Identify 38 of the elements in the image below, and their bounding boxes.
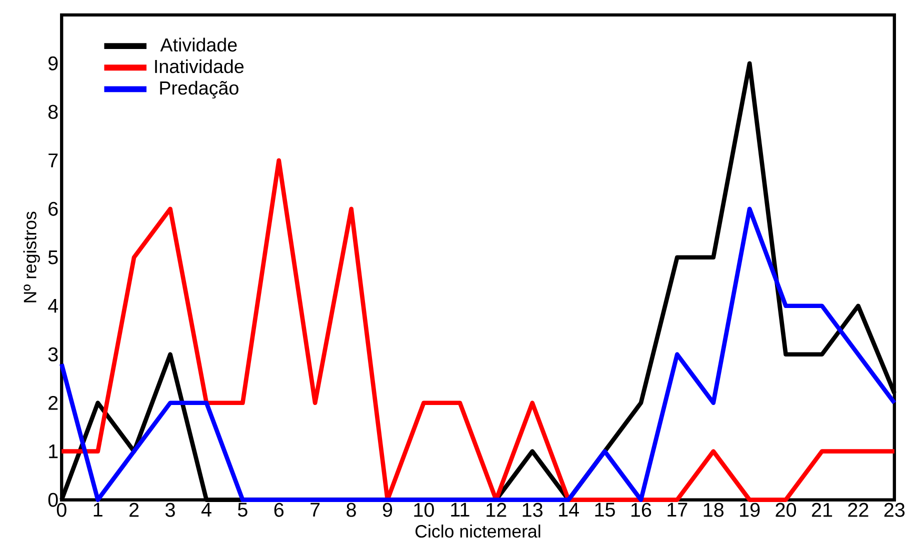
y-tick-label: 2 [48, 396, 58, 410]
legend-label: Inatividade [155, 59, 244, 73]
x-tick-label: 3 [165, 502, 175, 517]
x-tick-label: 17 [668, 502, 688, 516]
x-tick-label: 18 [704, 502, 724, 517]
x-tick-label: 23 [884, 502, 905, 517]
x-tick-label: 12 [486, 502, 506, 516]
y-tick-label: 0 [48, 492, 58, 507]
x-tick-label: 7 [310, 502, 320, 516]
x-tick-label: 8 [346, 502, 356, 517]
y-tick-label: 3 [48, 347, 58, 362]
x-tick-label: 2 [130, 502, 139, 516]
x-tick-label: 4 [201, 502, 212, 516]
x-tick-label: 9 [382, 502, 392, 517]
x-tick-label: 15 [595, 502, 615, 516]
x-tick-label: 13 [522, 502, 542, 517]
x-tick-label: 16 [631, 502, 652, 517]
x-tick-label: 6 [274, 502, 284, 517]
y-tick-label: 9 [48, 56, 58, 70]
x-tick-label: 5 [238, 502, 248, 516]
y-tick-label: 6 [48, 202, 58, 216]
legend-label: Atividade [160, 38, 237, 52]
x-tick-label: 10 [414, 502, 434, 517]
x-tick-label: 19 [740, 502, 760, 517]
y-tick-label: 8 [48, 104, 58, 119]
y-tick-label: 7 [48, 153, 58, 167]
x-tick-label: 14 [559, 502, 579, 516]
x-tick-label: 1 [94, 502, 102, 516]
y-tick-label: 4 [48, 298, 58, 312]
x-tick-label: 11 [451, 502, 470, 516]
y-tick-label: 1 [49, 444, 58, 458]
y-axis-title: Nº registros [23, 211, 40, 302]
x-tick-label: 21 [812, 502, 832, 516]
x-axis-title: Ciclo nictemeral [416, 524, 540, 538]
legend-label: Predação [160, 80, 238, 98]
x-tick-label: 22 [848, 502, 868, 516]
x-tick-label: 20 [776, 502, 796, 517]
y-tick-label: 5 [48, 250, 58, 264]
